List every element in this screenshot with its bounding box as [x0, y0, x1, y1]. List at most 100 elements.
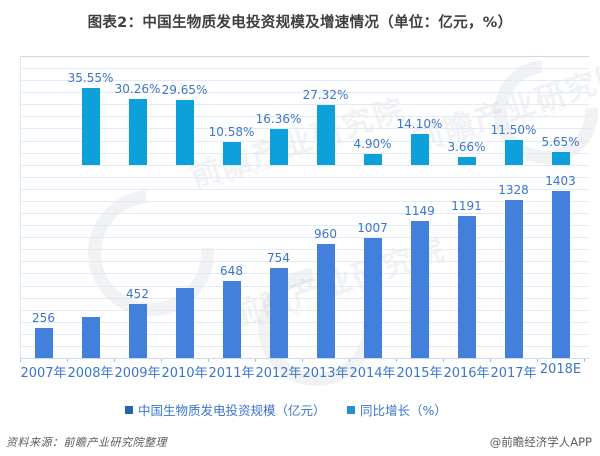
- investment-bar-label: 1328: [498, 182, 529, 197]
- chart-title: 图表2：中国生物质发电投资规模及增速情况（单位：亿元，%）: [87, 15, 513, 31]
- investment-bar-label: 960: [314, 226, 337, 241]
- growth-bar: [551, 152, 570, 165]
- gridline: [20, 164, 589, 166]
- investment-bar: [175, 288, 194, 358]
- gridline: [20, 321, 589, 323]
- y-axis-line: [20, 56, 21, 358]
- gridline: [20, 92, 589, 94]
- legend-marker-growth-icon: [347, 405, 355, 414]
- x-axis-tick: [114, 359, 115, 362]
- gridline: [20, 80, 589, 82]
- investment-bar: [363, 238, 382, 358]
- growth-bar-label: 14.10%: [396, 117, 443, 132]
- x-axis-tick: [443, 359, 444, 362]
- investment-bar: [504, 199, 523, 358]
- x-axis-label: 2015年: [396, 366, 443, 381]
- investment-bar-label: 1149: [404, 204, 435, 219]
- watermark-logo-icon: [62, 164, 240, 342]
- growth-bar-label: 10.58%: [208, 124, 255, 139]
- growth-bar-label: 3.66%: [447, 139, 486, 154]
- x-axis-line: [20, 358, 589, 359]
- legend-marker-investment-icon: [125, 405, 133, 414]
- x-axis-label: 2018E: [539, 362, 582, 377]
- x-axis-tick: [537, 359, 538, 362]
- growth-bar-label: 5.65%: [541, 135, 580, 150]
- gridline: [20, 261, 589, 263]
- investment-bar-label: 256: [32, 310, 55, 325]
- gridline: [20, 237, 589, 239]
- investment-bar: [457, 216, 476, 358]
- growth-bar-label: 11.50%: [490, 122, 537, 137]
- gridline: [20, 273, 589, 275]
- x-axis-label: 2017年: [490, 366, 537, 381]
- investment-bar: [81, 316, 100, 358]
- legend-item-growth: 同比增长（%）: [347, 400, 447, 419]
- gridline: [20, 200, 589, 202]
- plot-top-border: [20, 56, 589, 57]
- source-note: 资料来源：前瞻产业研究院整理: [6, 436, 167, 449]
- x-axis-label: 2016年: [443, 366, 490, 381]
- growth-bar-label: 27.32%: [302, 88, 349, 103]
- investment-bar-label: 1007: [357, 221, 388, 236]
- watermark-logo-icon: [472, 38, 600, 186]
- x-axis-tick: [302, 359, 303, 362]
- growth-bar-label: 29.65%: [161, 83, 208, 98]
- x-axis-label: 2009年: [114, 366, 161, 381]
- gridline: [20, 116, 589, 118]
- growth-bar-label: 4.90%: [353, 137, 392, 152]
- investment-bar-label: 754: [267, 251, 290, 266]
- growth-bar-label: 30.26%: [114, 82, 161, 97]
- gridline: [20, 285, 589, 287]
- x-axis-label: 2012年: [255, 366, 302, 381]
- x-axis-tick: [208, 359, 209, 362]
- gridline: [20, 345, 589, 347]
- legend-item-investment: 中国生物质发电投资规模（亿元）: [125, 400, 326, 419]
- gridline: [20, 249, 589, 251]
- x-axis-label: 2008年: [67, 366, 114, 381]
- growth-bar-label: 16.36%: [255, 112, 302, 127]
- investment-bar-label: 1191: [451, 199, 482, 214]
- x-axis-tick: [396, 359, 397, 362]
- investment-bar-label: 648: [220, 263, 243, 278]
- gridline: [20, 68, 589, 70]
- growth-bar: [363, 154, 382, 165]
- gridline: [20, 297, 589, 299]
- x-axis-tick: [490, 359, 491, 362]
- investment-bar: [128, 304, 147, 358]
- gridline: [20, 140, 589, 142]
- growth-bar: [175, 100, 194, 165]
- investment-bar: [269, 268, 288, 358]
- legend-label-growth: 同比增长（%）: [360, 403, 447, 418]
- growth-bar: [504, 139, 523, 165]
- x-axis-tick: [255, 359, 256, 362]
- x-axis-tick: [20, 359, 21, 362]
- growth-bar: [128, 99, 147, 165]
- x-axis-label: 2011年: [208, 366, 255, 381]
- investment-bar: [316, 243, 335, 358]
- gridline: [20, 333, 589, 335]
- investment-bar: [410, 221, 429, 358]
- gridline: [20, 309, 589, 311]
- x-axis-label: 2013年: [302, 366, 349, 381]
- investment-bar: [34, 327, 53, 358]
- x-axis-label: 2014年: [349, 366, 396, 381]
- growth-bar-label: 35.55%: [67, 70, 114, 85]
- gridline: [20, 152, 589, 154]
- growth-bar: [222, 141, 241, 165]
- gridline: [20, 188, 589, 190]
- x-axis-label: 2007年: [20, 366, 67, 381]
- credit-note: @前瞻经济学人APP: [489, 435, 592, 449]
- x-axis-tick: [584, 359, 585, 362]
- investment-bar-label: 452: [126, 287, 149, 302]
- growth-bar: [316, 105, 335, 165]
- gridline: [20, 104, 589, 106]
- x-axis-tick: [349, 359, 350, 362]
- legend-label-investment: 中国生物质发电投资规模（亿元）: [138, 403, 326, 418]
- investment-bar: [222, 280, 241, 358]
- gridline: [20, 225, 589, 227]
- investment-bar-label: 1403: [545, 174, 576, 189]
- x-axis-tick: [161, 359, 162, 362]
- gridline: [20, 176, 589, 178]
